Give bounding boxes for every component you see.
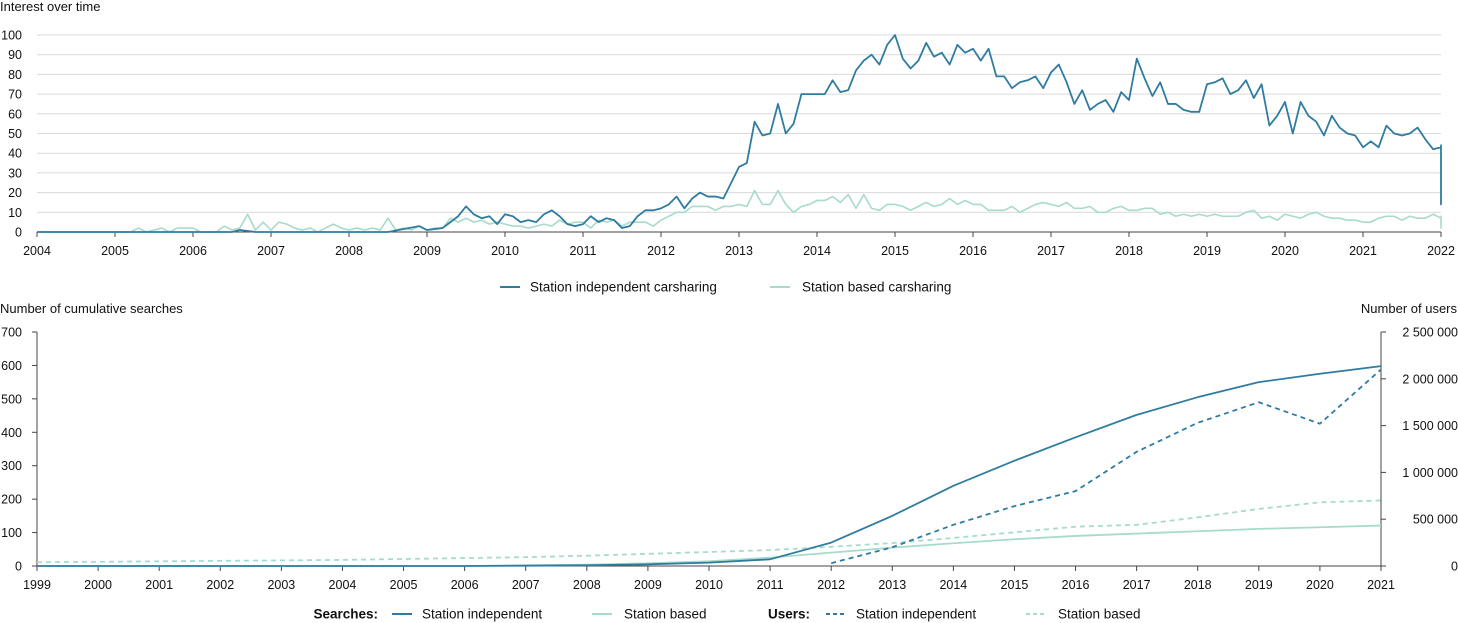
bottom-x-tick-label: 2003 (267, 578, 295, 592)
top-y-tick-label: 30 (8, 166, 22, 180)
top-x-tick-label: 2006 (179, 244, 207, 258)
top-chart-y-ticks: 0 10 20 30 40 50 60 70 80 90 100 (1, 29, 22, 240)
top-x-tick-label: 2020 (1271, 244, 1299, 258)
top-x-tick-label: 2007 (257, 244, 285, 258)
top-y-tick-label: 10 (8, 206, 22, 220)
top-x-tick-label: 2008 (335, 244, 363, 258)
bottom-right-y-tick-label: 1 000 000 (1402, 466, 1458, 480)
bottom-x-tick-label: 2021 (1367, 578, 1395, 592)
top-y-tick-label: 80 (8, 68, 22, 82)
bottom-x-tick-label: 2013 (878, 578, 906, 592)
bottom-x-tick-label: 2009 (634, 578, 662, 592)
bottom-x-tick-label: 2015 (1001, 578, 1029, 592)
bottom-x-tick-label: 2007 (512, 578, 540, 592)
top-x-tick-label: 2018 (1115, 244, 1143, 258)
cumulative-searches-users-chart: Number of cumulative searches Number of … (0, 301, 1458, 622)
bottom-x-tick-label: 2016 (1062, 578, 1090, 592)
top-y-tick-label: 20 (8, 186, 22, 200)
bottom-left-y-tick-label: 600 (1, 359, 22, 373)
top-x-tick-label: 2022 (1427, 244, 1455, 258)
bottom-left-y-tick-label: 500 (1, 392, 22, 406)
bottom-chart-legend: Searches: Users: Station independent Statio… (313, 607, 1140, 622)
bottom-left-y-tick-label: 100 (1, 526, 22, 540)
bottom-x-tick-label: 2017 (1123, 578, 1151, 592)
bottom-legend-group-users: Users: (768, 607, 810, 622)
interest-over-time-chart: Interest over time 0 10 20 30 40 50 60 70 80 90 10… (0, 0, 1455, 295)
bottom-chart-axes (36, 332, 1382, 567)
bottom-x-tick-label: 2012 (817, 578, 845, 592)
bottom-x-tick-label: 2004 (329, 578, 357, 592)
top-x-tick-label: 2004 (23, 244, 51, 258)
bottom-right-y-tick-label: 500 000 (1413, 513, 1458, 527)
top-x-tick-label: 2019 (1193, 244, 1221, 258)
bottom-chart-left-y-ticks: 0 100 200 300 400 500 600 700 (1, 326, 37, 574)
bottom-right-y-tick-label: 0 (1451, 560, 1458, 574)
top-x-tick-label: 2012 (647, 244, 675, 258)
bottom-x-tick-label: 2020 (1306, 578, 1334, 592)
bottom-chart-series (36, 365, 1382, 567)
top-x-tick-label: 2010 (491, 244, 519, 258)
bottom-chart-x-ticks: 1999 2000 2001 2002 2003 2004 2005 2006 2007 2008… (23, 566, 1395, 592)
top-x-tick-label: 2015 (881, 244, 909, 258)
bottom-x-tick-label: 2019 (1245, 578, 1273, 592)
bottom-x-tick-label: 2002 (206, 578, 234, 592)
bottom-x-tick-label: 2000 (84, 578, 112, 592)
top-y-tick-label: 40 (8, 147, 22, 161)
bottom-left-y-tick-label: 700 (1, 326, 22, 340)
top-x-tick-label: 2009 (413, 244, 441, 258)
bottom-right-y-tick-label: 2 500 000 (1402, 326, 1458, 340)
top-y-tick-label: 0 (15, 226, 22, 240)
bottom-x-tick-label: 2018 (1184, 578, 1212, 592)
bottom-x-tick-label: 1999 (23, 578, 51, 592)
bottom-chart-right-y-ticks: 0 500 000 1 000 000 1 500 000 2 000 000 2 500… (1381, 326, 1458, 574)
bottom-series-line-2 (830, 368, 1382, 565)
top-y-tick-label: 100 (1, 29, 22, 43)
top-y-tick-label: 50 (8, 127, 22, 141)
top-series-line-0 (37, 34, 1442, 233)
bottom-x-tick-label: 2011 (757, 578, 784, 592)
top-x-tick-label: 2005 (101, 244, 129, 258)
bottom-legend-label-1: Station based (624, 607, 707, 622)
top-chart-series (37, 34, 1442, 233)
bottom-legend-label-0: Station independent (422, 607, 542, 622)
top-y-tick-label: 60 (8, 107, 22, 121)
bottom-left-y-tick-label: 400 (1, 426, 22, 440)
bottom-left-y-tick-label: 0 (15, 560, 22, 574)
top-series-line-1 (37, 189, 1442, 233)
top-chart-gridlines (37, 34, 1441, 233)
bottom-x-tick-label: 2014 (939, 578, 967, 592)
top-chart-x-ticks: 2004 2005 2006 2007 2008 2009 2010 2011 2012 2013… (23, 232, 1455, 258)
top-legend-label-1: Station based carsharing (802, 280, 951, 295)
bottom-left-y-tick-label: 200 (1, 493, 22, 507)
bottom-x-tick-label: 2005 (390, 578, 418, 592)
top-chart-title: Interest over time (0, 0, 100, 14)
top-x-tick-label: 2011 (570, 244, 597, 258)
top-x-tick-label: 2016 (959, 244, 987, 258)
bottom-x-tick-label: 2001 (145, 578, 173, 592)
top-y-tick-label: 70 (8, 88, 22, 102)
top-chart-legend: Station independent carsharing Station ba… (500, 280, 951, 295)
bottom-series-line-0 (37, 365, 1382, 567)
bottom-x-tick-label: 2008 (573, 578, 601, 592)
bottom-chart-right-axis-title: Number of users (1361, 301, 1458, 316)
top-x-tick-label: 2013 (725, 244, 753, 258)
top-x-tick-label: 2021 (1349, 244, 1377, 258)
bottom-left-y-tick-label: 300 (1, 459, 22, 473)
bottom-chart-left-axis-title: Number of cumulative searches (0, 301, 183, 316)
bottom-right-y-tick-label: 1 500 000 (1402, 419, 1458, 433)
top-x-tick-label: 2014 (803, 244, 831, 258)
top-y-tick-label: 90 (8, 48, 22, 62)
bottom-x-tick-label: 2006 (451, 578, 479, 592)
bottom-legend-label-3: Station based (1058, 607, 1141, 622)
top-legend-label-0: Station independent carsharing (530, 280, 717, 295)
bottom-legend-group-searches: Searches: (313, 607, 378, 622)
bottom-x-tick-label: 2010 (695, 578, 723, 592)
bottom-legend-label-2: Station independent (856, 607, 976, 622)
bottom-right-y-tick-label: 2 000 000 (1402, 372, 1458, 386)
top-x-tick-label: 2017 (1037, 244, 1065, 258)
